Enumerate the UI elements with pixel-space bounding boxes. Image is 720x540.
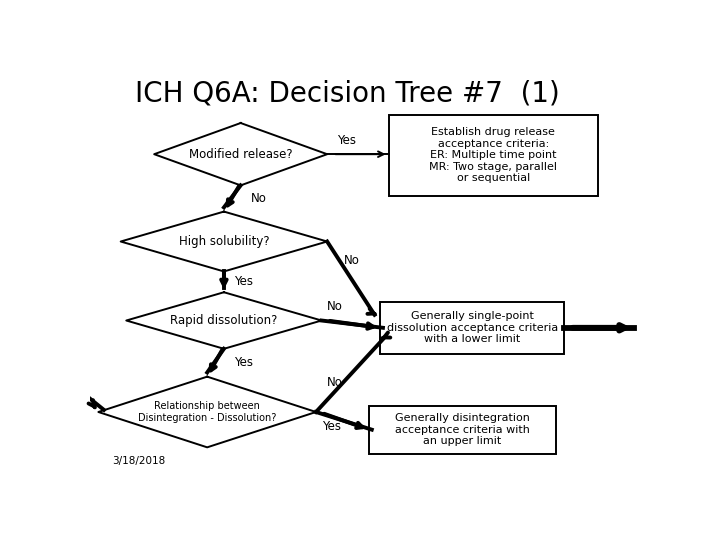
Text: No: No	[327, 300, 343, 313]
Text: Yes: Yes	[337, 134, 356, 147]
Text: No: No	[344, 254, 360, 267]
Text: Rapid dissolution?: Rapid dissolution?	[170, 314, 278, 327]
Text: High solubility?: High solubility?	[179, 235, 269, 248]
Text: No: No	[251, 192, 266, 205]
FancyBboxPatch shape	[389, 114, 598, 196]
Text: Yes: Yes	[234, 275, 253, 288]
Text: Generally disintegration
acceptance criteria with
an upper limit: Generally disintegration acceptance crit…	[395, 413, 530, 446]
FancyBboxPatch shape	[369, 406, 556, 454]
Text: Modified release?: Modified release?	[189, 148, 292, 161]
Text: Yes: Yes	[322, 420, 341, 433]
Text: 3/18/2018: 3/18/2018	[112, 456, 166, 466]
Text: Yes: Yes	[234, 356, 253, 369]
Text: ICH Q6A: Decision Tree #7  (1): ICH Q6A: Decision Tree #7 (1)	[135, 79, 559, 107]
Text: No: No	[327, 376, 343, 389]
Text: Generally single-point
dissolution acceptance criteria
with a lower limit: Generally single-point dissolution accep…	[387, 311, 558, 345]
Text: Relationship between
Disintegration - Dissolution?: Relationship between Disintegration - Di…	[138, 401, 276, 423]
Text: Establish drug release
acceptance criteria:
ER: Multiple time point
MR: Two stag: Establish drug release acceptance criter…	[429, 127, 557, 184]
FancyBboxPatch shape	[380, 302, 564, 354]
